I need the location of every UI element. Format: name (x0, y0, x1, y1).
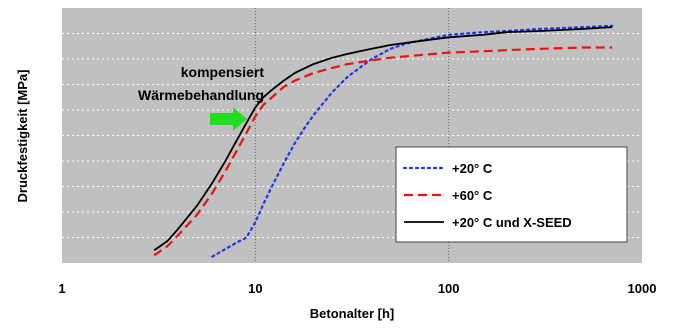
y-axis-title: Druckfestigkeit [MPa] (15, 70, 30, 203)
legend-label-2: +60° C (452, 188, 493, 203)
legend-item-1: +20° C (402, 161, 493, 176)
x-tick-label: 1 (58, 281, 65, 296)
x-tick-labels: 1 10 100 1000 (58, 281, 656, 296)
legend-item-2: +60° C (404, 188, 493, 203)
annotation: kompensiert Wärmebehandlung (138, 64, 264, 131)
x-tick-label: 10 (248, 281, 262, 296)
legend: +20° C +60° C +20° C und X-SEED (395, 146, 628, 243)
annotation-line-1: kompensiert (181, 64, 265, 80)
series-line-3 (153, 26, 613, 252)
grid (62, 8, 642, 263)
legend-item-3: +20° C und X-SEED (404, 215, 572, 230)
x-tick-label: 1000 (628, 281, 657, 296)
x-axis-title: Betonalter [h] (310, 306, 395, 321)
legend-label-3: +20° C und X-SEED (452, 215, 572, 230)
x-tick-label: 100 (438, 281, 460, 296)
green-arrow-icon (210, 107, 247, 131)
annotation-line-2: Wärmebehandlung (138, 87, 264, 103)
series-line-1 (211, 24, 614, 258)
legend-label-1: +20° C (452, 161, 493, 176)
series-lines (153, 24, 614, 258)
series-line-2 (153, 46, 613, 257)
